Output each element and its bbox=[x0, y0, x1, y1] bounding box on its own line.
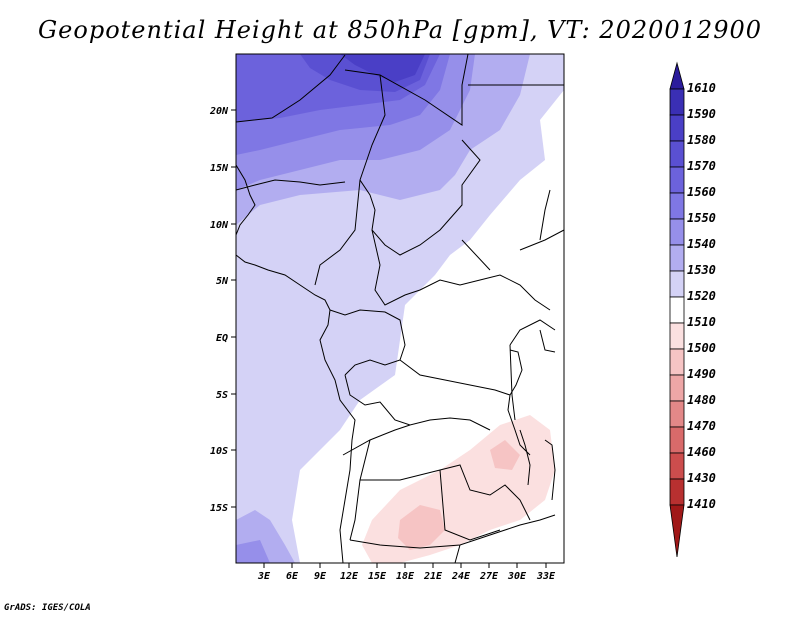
colorbar-swatch bbox=[669, 400, 685, 428]
colorbar-swatch bbox=[669, 270, 685, 298]
colorbar-swatch bbox=[669, 348, 685, 376]
colorbar-swatch bbox=[669, 61, 685, 90]
congo-basin-borders bbox=[329, 309, 556, 431]
height-field-shading bbox=[236, 54, 564, 563]
colorbar-swatch bbox=[669, 192, 685, 220]
colorbar-label: 1520 bbox=[687, 289, 716, 303]
y-tick-label: 10N bbox=[210, 220, 229, 231]
chart-title: Geopotential Height at 850hPa [gpm], VT:… bbox=[38, 16, 762, 44]
central-borders bbox=[236, 179, 564, 311]
x-tick-label: 15E bbox=[368, 571, 387, 582]
colorbar-label: 1550 bbox=[687, 211, 716, 225]
colorbar-label: 1490 bbox=[687, 367, 716, 381]
x-axis-ticks bbox=[263, 563, 547, 568]
colorbar-label: 1510 bbox=[687, 315, 716, 329]
colorbar-label: 1590 bbox=[687, 107, 716, 121]
colorbar-swatch bbox=[669, 296, 685, 324]
colorbar-label: 1470 bbox=[687, 419, 716, 433]
colorbar-label: 1530 bbox=[687, 263, 716, 277]
colorbar-label: 1500 bbox=[687, 341, 716, 355]
colorbar-label: 1580 bbox=[687, 133, 716, 147]
x-tick-label: 6E bbox=[286, 571, 299, 582]
y-tick-label: 10S bbox=[210, 446, 228, 457]
y-tick-label: 20N bbox=[209, 106, 229, 117]
west-africa-coast bbox=[236, 164, 356, 563]
colorbar-swatch bbox=[669, 166, 685, 194]
colorbar-label: 1560 bbox=[687, 185, 716, 199]
y-tick-label: 5N bbox=[216, 276, 229, 287]
contour-fill-1530 bbox=[236, 54, 530, 563]
x-tick-label: 18E bbox=[396, 571, 415, 582]
lake-outlines bbox=[507, 329, 556, 501]
map-frame bbox=[235, 53, 565, 564]
grads-credit: GrADS: IGES/COLA bbox=[4, 603, 91, 613]
contour-fill-1500 bbox=[398, 440, 520, 550]
x-tick-label: 24E bbox=[451, 571, 471, 582]
x-tick-label: 3E bbox=[257, 571, 271, 582]
colorbar-label: 1410 bbox=[687, 497, 716, 511]
y-tick-label: EQ bbox=[216, 333, 228, 344]
colorbar-swatch bbox=[669, 504, 685, 558]
colorbar-label: 1480 bbox=[687, 393, 716, 407]
x-tick-label: 21E bbox=[423, 571, 443, 582]
y-tick-label: 5S bbox=[216, 390, 228, 401]
colorbar-swatch bbox=[669, 452, 685, 480]
y-tick-label: 15N bbox=[210, 163, 229, 174]
colorbar-label: 1570 bbox=[687, 159, 716, 173]
y-axis-ticks bbox=[231, 109, 236, 508]
southern-borders bbox=[342, 424, 556, 563]
colorbar-swatch bbox=[669, 374, 685, 402]
colorbar-swatch bbox=[669, 426, 685, 454]
contour-fill-1580 bbox=[340, 54, 425, 82]
x-tick-label: 9E bbox=[314, 571, 327, 582]
colorbar-swatch bbox=[669, 478, 685, 506]
colorbar-label: 1610 bbox=[687, 81, 716, 95]
colorbar-swatch bbox=[669, 140, 685, 168]
colorbar-swatch bbox=[669, 114, 685, 142]
colorbar-label: 1540 bbox=[687, 237, 716, 251]
x-tick-label: 27E bbox=[479, 571, 499, 582]
colorbar-swatches bbox=[669, 61, 685, 558]
map-panel: 20N 15N 10N 5N EQ 5S 10S 15S 3E 6E 9E 12… bbox=[209, 53, 565, 582]
colorbar-swatch bbox=[669, 322, 685, 350]
colorbar-swatch bbox=[669, 88, 685, 116]
x-tick-label: 33E bbox=[536, 571, 556, 582]
colorbar: 1610 1590 1580 1570 1560 1550 1540 1530 … bbox=[669, 61, 716, 558]
colorbar-label: 1460 bbox=[687, 445, 716, 459]
colorbar-label: 1430 bbox=[687, 471, 716, 485]
coastlines-borders bbox=[236, 54, 564, 563]
colorbar-swatch bbox=[669, 218, 685, 246]
x-tick-label: 30E bbox=[507, 571, 527, 582]
northern-border-line bbox=[236, 54, 564, 256]
colorbar-swatch bbox=[669, 244, 685, 272]
y-tick-label: 15S bbox=[210, 503, 228, 514]
x-tick-label: 12E bbox=[340, 571, 359, 582]
